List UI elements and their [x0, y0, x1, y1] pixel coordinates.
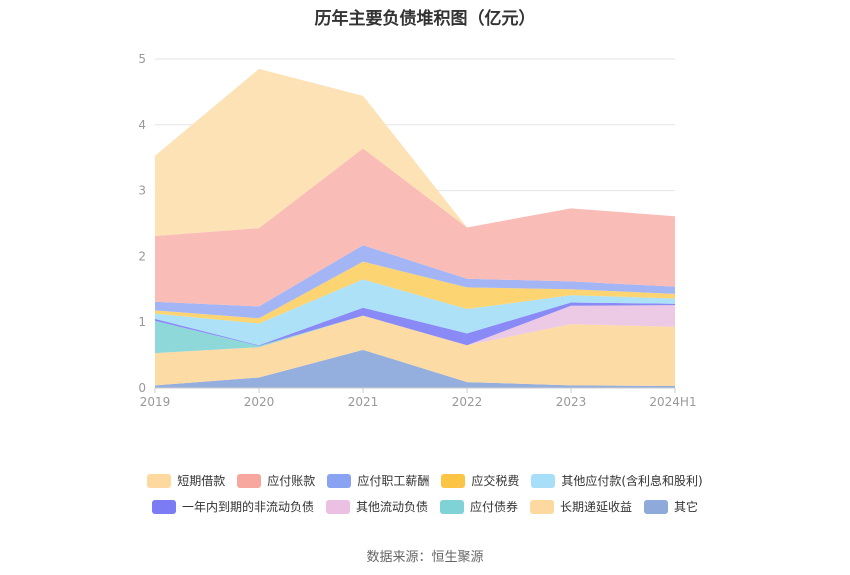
legend-item[interactable]: 其他应付款(含利息和股利)	[531, 472, 703, 489]
legend: 短期借款 应付账款 应付职工薪酬 应交税费 其他应付款(含利息和股利) 一年内到期的非流…	[0, 472, 850, 524]
legend-label: 长期递延收益	[560, 500, 633, 514]
area-series-7	[155, 245, 675, 319]
legend-row-1: 短期借款 应付账款 应付职工薪酬 应交税费 其他应付款(含利息和股利)	[0, 472, 850, 489]
legend-label: 其他流动负债	[355, 500, 428, 514]
area-series-1	[155, 315, 675, 387]
y-tick-label: 0	[138, 381, 146, 395]
legend-label: 应付债券	[469, 500, 518, 514]
area-series-9	[155, 68, 675, 237]
area-series-2	[155, 315, 675, 354]
y-tick-label: 3	[138, 184, 146, 198]
legend-label: 短期借款	[177, 474, 226, 488]
x-tick-label: 2019	[140, 395, 171, 409]
legend-item[interactable]: 一年内到期的非流动负债	[151, 498, 314, 515]
legend-item[interactable]: 短期借款	[147, 472, 225, 489]
axes: 0 1 2 3 4 5 2019 2020 2021 2022 2023 2024H1	[138, 52, 696, 409]
legend-label: 应付账款	[267, 474, 316, 488]
area-series-group	[155, 68, 675, 388]
area-series-4	[155, 302, 675, 346]
legend-label: 其他应付款(含利息和股利)	[561, 474, 703, 488]
legend-swatch	[441, 473, 466, 488]
data-source: 数据来源：恒生聚源	[366, 550, 484, 565]
y-tick-label: 4	[138, 118, 146, 132]
x-tick-label: 2022	[452, 395, 483, 409]
legend-swatch	[147, 473, 172, 488]
legend-label: 应交税费	[471, 474, 520, 488]
legend-swatch	[237, 473, 262, 488]
area-series-8	[155, 148, 675, 307]
legend-item[interactable]: 应付账款	[237, 472, 315, 489]
legend-item[interactable]: 应交税费	[441, 472, 519, 489]
area-series-0	[155, 349, 675, 388]
legend-swatch	[151, 499, 176, 514]
area-series-6	[155, 261, 675, 324]
legend-swatch	[530, 499, 554, 514]
legend-label: 应付职工薪酬	[357, 474, 430, 488]
legend-label: 一年内到期的非流动负债	[181, 500, 314, 514]
legend-swatch	[644, 499, 669, 514]
legend-item[interactable]: 应付职工薪酬	[327, 472, 429, 489]
x-tick-label: 2024H1	[649, 395, 696, 409]
legend-item[interactable]: 其它	[644, 498, 698, 515]
x-tick-label: 2021	[348, 395, 379, 409]
y-tick-label: 5	[138, 52, 146, 66]
legend-swatch	[439, 499, 464, 514]
legend-label: 其它	[674, 500, 699, 514]
y-tick-label: 1	[138, 315, 146, 329]
legend-item[interactable]: 应付债券	[439, 498, 518, 515]
area-series-3	[155, 305, 675, 346]
legend-swatch	[325, 499, 350, 514]
legend-row-2: 一年内到期的非流动负债 其他流动负债 应付债券 长期递延收益 其它	[0, 498, 850, 515]
legend-item[interactable]: 长期递延收益	[530, 498, 632, 515]
area-series-5	[155, 279, 675, 346]
chart-title: 历年主要负债堆积图（亿元）	[314, 9, 536, 29]
y-tick-label: 2	[138, 249, 146, 263]
x-tick-label: 2020	[244, 395, 275, 409]
legend-swatch	[327, 473, 352, 488]
legend-swatch	[531, 473, 556, 488]
x-tick-label: 2023	[556, 395, 587, 409]
legend-item[interactable]: 其他流动负债	[325, 498, 428, 515]
